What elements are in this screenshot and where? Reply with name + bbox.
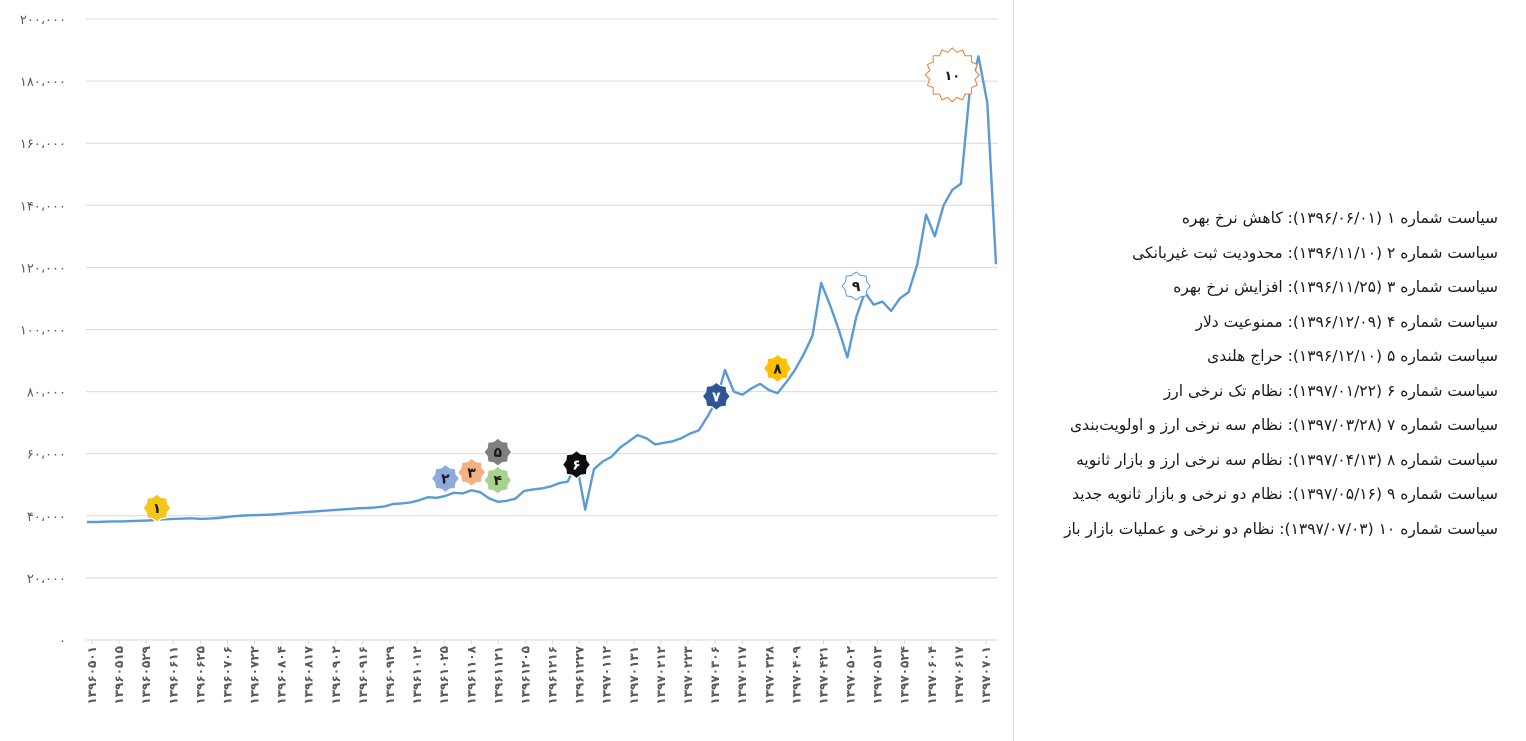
x-tick-label: ۱۳۹۷۰۴۲۱ bbox=[816, 646, 830, 705]
x-tick-label: ۱۳۹۶۰۷۲۲ bbox=[248, 645, 262, 704]
x-tick-label: ۱۳۹۶۰۸۱۷ bbox=[302, 645, 316, 704]
x-tick-label: ۱۳۹۷۰۱۱۲ bbox=[600, 645, 614, 704]
policy-marker-burst-6 bbox=[561, 449, 592, 480]
x-tick-label: ۱۳۹۶۰۷۰۶ bbox=[220, 646, 234, 705]
policy-legend-item-3: سیاست شماره ۳ (۱۳۹۶/۱۱/۲۵): افزایش نرخ ب… bbox=[1173, 278, 1498, 296]
exchange-rate-chart: ۰ ۲۰،۰۰۰ ۴۰،۰۰۰ ۶۰،۰۰۰ ۸۰،۰۰۰ ۱۰۰،۰۰۰ ۱۲۰،۰۰۰ ۱… bbox=[20, 13, 998, 705]
policy-marker-label-3: ۳ bbox=[467, 465, 476, 481]
x-tick-label: ۱۳۹۶۰۵۱۵ bbox=[112, 646, 126, 705]
policy-marker-9: ۹ bbox=[841, 271, 871, 301]
x-tick-label: ۱۳۹۶۰۸۰۴ bbox=[275, 646, 289, 705]
policy-marker-burst-10 bbox=[924, 47, 980, 103]
policy-marker-burst-8 bbox=[762, 353, 793, 384]
x-tick-label: ۱۳۹۷۰۵۱۳ bbox=[871, 645, 885, 704]
x-tick-label: ۱۳۹۷۰۵۲۴ bbox=[898, 646, 912, 705]
y-axis-tick-labels: ۰ ۲۰،۰۰۰ ۴۰،۰۰۰ ۶۰،۰۰۰ ۸۰،۰۰۰ ۱۰۰،۰۰۰ ۱۲۰،۰۰۰ ۱… bbox=[20, 13, 66, 649]
x-tick-label: ۱۳۹۶۰۹۰۲ bbox=[329, 645, 343, 704]
policy-marker-burst-1 bbox=[142, 493, 172, 523]
policy-marker-6: ۶ bbox=[561, 449, 592, 480]
x-axis-tick-labels: ۱۳۹۶۰۵۰۱ ۱۳۹۶۰۵۱۵ ۱۳۹۶۰۵۲۹ ۱۳۹۶۰۶۱۱ ۱۳۹۶۰۶۲۵… bbox=[85, 640, 993, 705]
policy-legend-item-7: سیاست شماره ۷ (۱۳۹۷/۰۳/۲۸): نظام سه نرخی… bbox=[1069, 416, 1498, 434]
policy-marker-5: ۵ bbox=[483, 437, 513, 467]
y-tick-label: ۲۰۰،۰۰۰ bbox=[20, 13, 66, 28]
policy-marker-label-2: ۲ bbox=[441, 472, 450, 488]
legend-divider bbox=[1013, 0, 1014, 741]
gridlines bbox=[86, 18, 998, 641]
x-tick-label: ۱۳۹۷۰۲۲۳ bbox=[681, 645, 695, 704]
policy-legend-item-2: سیاست شماره ۲ (۱۳۹۶/۱۱/۱۰): محدودیت ثبت … bbox=[1132, 243, 1498, 262]
x-tick-label: ۱۳۹۷۰۲۱۲ bbox=[654, 645, 668, 704]
policy-marker-burst-5 bbox=[483, 437, 513, 467]
x-tick-label: ۱۳۹۷۰۳۲۸ bbox=[762, 645, 776, 704]
policy-marker-10: ۱۰ bbox=[924, 47, 980, 103]
x-tick-label: ۱۳۹۷۰۴۰۹ bbox=[789, 645, 803, 704]
x-tick-label: ۱۳۹۶۰۹۲۹ bbox=[383, 645, 397, 704]
policy-legend-item-1: سیاست شماره ۱ (۱۳۹۶/۰۶/۰۱): کاهش نرخ بهر… bbox=[1181, 209, 1498, 227]
policy-legend-item-8: سیاست شماره ۸ (۱۳۹۷/۰۴/۱۳): نظام سه نرخی… bbox=[1076, 450, 1498, 469]
policy-marker-burst-7 bbox=[701, 381, 732, 412]
y-tick-label: ۶۰،۰۰۰ bbox=[27, 448, 66, 463]
policy-marker-label-1: ۱ bbox=[153, 501, 162, 517]
policy-legend-item-4: سیاست شماره ۴ (۱۳۹۶/۱۲/۰۹): ممنوعیت دلار bbox=[1195, 312, 1498, 331]
policy-marker-8: ۸ bbox=[762, 353, 793, 384]
policy-marker-label-4: ۴ bbox=[494, 473, 503, 489]
policy-marker-burst-9 bbox=[841, 271, 871, 301]
x-tick-label: ۱۳۹۶۰۵۰۱ bbox=[85, 646, 99, 705]
policy-legend-item-10: سیاست شماره ۱۰ (۱۳۹۷/۰۷/۰۳): نظام دو نرخ… bbox=[1064, 519, 1498, 538]
x-tick-label: ۱۳۹۶۱۲۰۵ bbox=[518, 646, 532, 705]
y-tick-label: ۱۶۰،۰۰۰ bbox=[20, 137, 66, 152]
exchange-rate-series-line bbox=[87, 55, 998, 524]
x-tick-label: ۱۳۹۶۱۰۲۵ bbox=[437, 646, 451, 705]
policy-marker-label-5: ۵ bbox=[494, 445, 503, 461]
y-tick-label: ۱۴۰،۰۰۰ bbox=[20, 199, 66, 214]
policy-legend: سیاست شماره ۱ (۱۳۹۶/۰۶/۰۱): کاهش نرخ بهر… bbox=[1018, 201, 1498, 546]
policy-marker-label-7: ۷ bbox=[712, 389, 721, 405]
policy-marker-4: ۴ bbox=[483, 465, 513, 495]
x-tick-label: ۱۳۹۶۱۰۱۲ bbox=[410, 645, 424, 704]
y-tick-label: ۱۲۰،۰۰۰ bbox=[20, 261, 66, 276]
policy-marker-label-9: ۹ bbox=[852, 279, 861, 295]
policy-marker-label-6: ۶ bbox=[572, 458, 581, 474]
policy-marker-3: ۳ bbox=[456, 457, 487, 488]
x-tick-label: ۱۳۹۷۰۷۰۱ bbox=[979, 646, 993, 705]
policy-legend-item-6: سیاست شماره ۶ (۱۳۹۷/۰۱/۲۲): نظام تک نرخی… bbox=[1163, 381, 1498, 400]
x-tick-label: ۱۳۹۶۰۵۲۹ bbox=[139, 645, 153, 704]
policy-markers: ۱ ۲ ۳ ۴ ۵ ۶ ۷ ۸ ۹ ۱۰ bbox=[142, 47, 980, 523]
policy-marker-label-8: ۸ bbox=[773, 361, 782, 377]
x-tick-label: ۱۳۹۶۱۲۱۶ bbox=[546, 646, 560, 705]
policy-marker-burst-2 bbox=[430, 463, 461, 494]
policy-legend-item-9: سیاست شماره ۹ (۱۳۹۷/۰۵/۱۶): نظام دو نرخی… bbox=[1072, 485, 1498, 503]
x-tick-label: ۱۳۹۷۰۶۰۴ bbox=[925, 646, 939, 705]
y-tick-label: ۱۸۰،۰۰۰ bbox=[20, 75, 66, 90]
policy-marker-1: ۱ bbox=[142, 493, 172, 523]
x-tick-label: ۱۳۹۷۰۶۱۷ bbox=[952, 645, 966, 704]
x-tick-label: ۱۳۹۶۱۱۲۱ bbox=[491, 646, 505, 705]
policy-marker-burst-3 bbox=[456, 457, 487, 488]
y-tick-label: ۰ bbox=[59, 634, 66, 649]
y-tick-label: ۸۰،۰۰۰ bbox=[27, 386, 66, 401]
policy-legend-item-5: سیاست شماره ۵ (۱۳۹۶/۱۲/۱۰): حراج هلندی bbox=[1207, 347, 1498, 365]
x-tick-label: ۱۳۹۶۰۶۱۱ bbox=[166, 646, 180, 705]
y-tick-label: ۴۰،۰۰۰ bbox=[27, 510, 66, 525]
x-tick-label: ۱۳۹۶۰۹۱۶ bbox=[356, 646, 370, 705]
x-tick-label: ۱۳۹۶۱۱۰۸ bbox=[464, 645, 478, 704]
x-tick-label: ۱۳۹۷۰۱۳۱ bbox=[627, 646, 641, 705]
x-tick-label: ۱۳۹۶۱۲۲۷ bbox=[573, 645, 587, 704]
policy-marker-2: ۲ bbox=[430, 463, 461, 494]
y-tick-label: ۱۰۰،۰۰۰ bbox=[20, 324, 66, 339]
policy-marker-7: ۷ bbox=[701, 381, 732, 412]
x-tick-label: ۱۳۹۷۰۳۱۷ bbox=[735, 645, 749, 704]
policy-marker-label-10: ۱۰ bbox=[944, 69, 960, 84]
policy-marker-burst-4 bbox=[483, 465, 513, 495]
x-tick-label: ۱۳۹۶۰۶۲۵ bbox=[193, 646, 207, 705]
x-tick-label: ۱۳۹۷۰۵۰۲ bbox=[844, 645, 858, 704]
x-tick-label: ۱۳۹۷۰۳۰۶ bbox=[708, 646, 722, 705]
y-tick-label: ۲۰،۰۰۰ bbox=[27, 572, 66, 587]
